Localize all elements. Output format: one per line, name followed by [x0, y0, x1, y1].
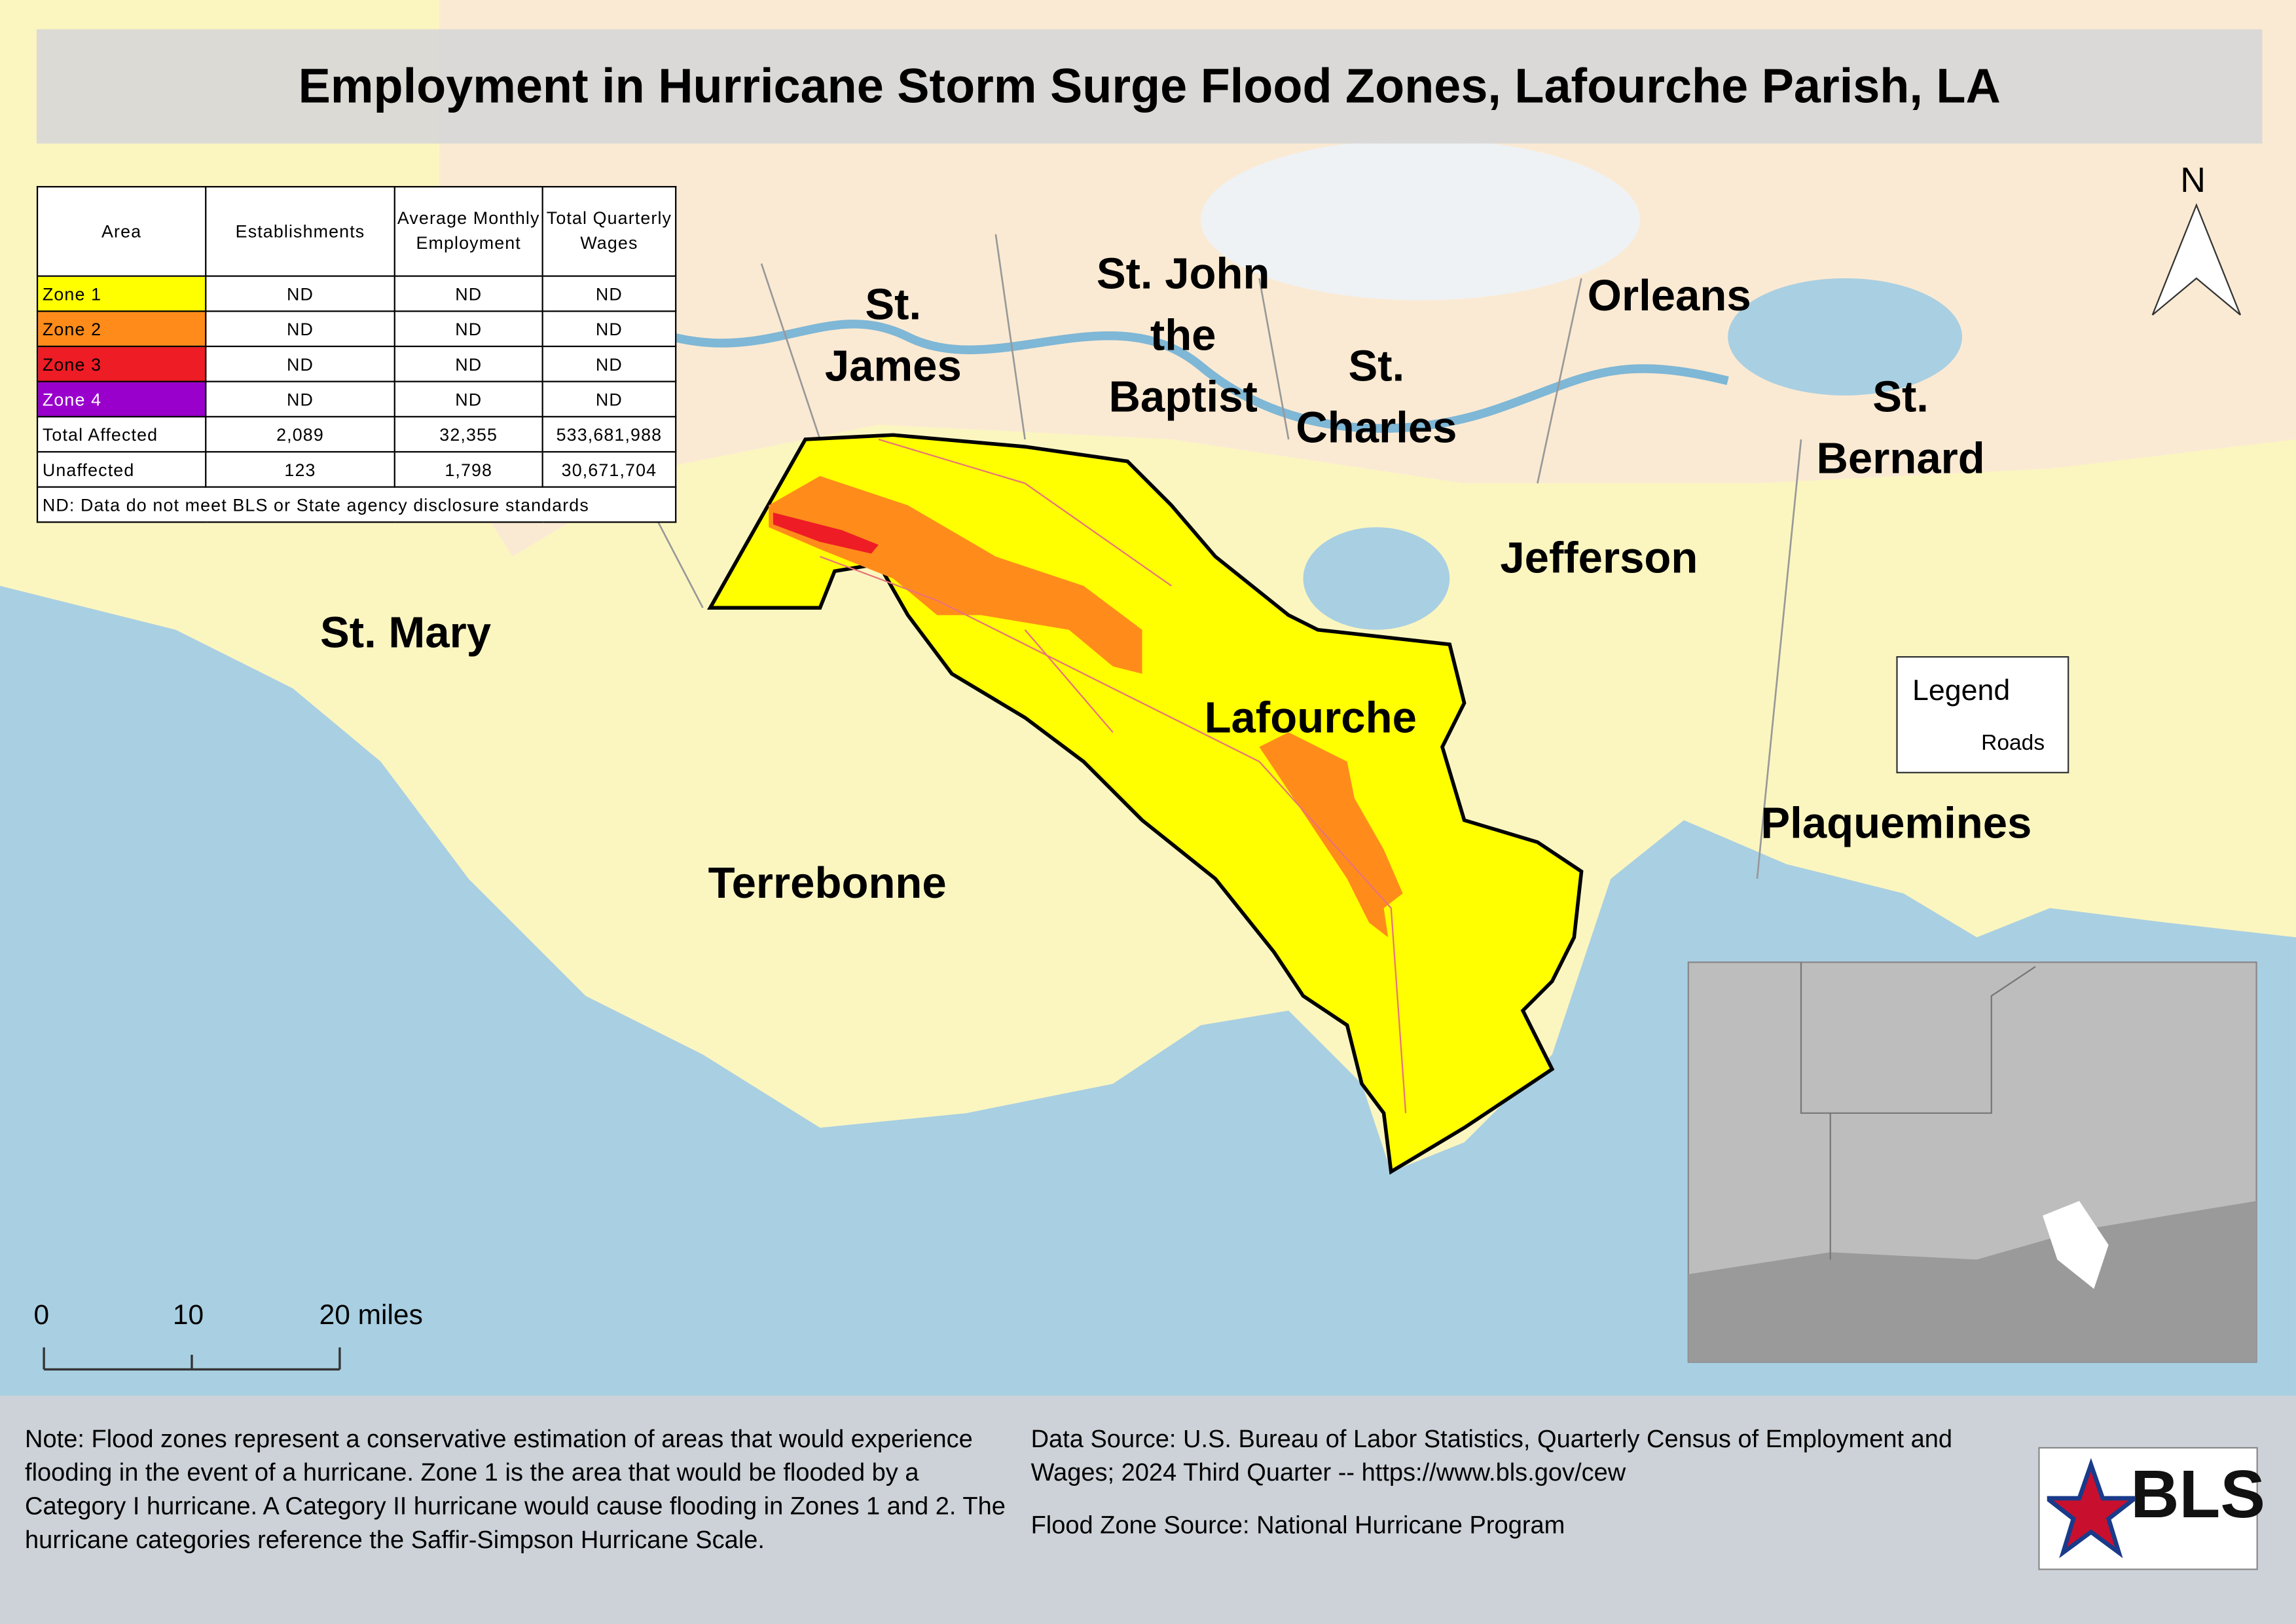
table-cell: Zone 1	[36, 275, 207, 312]
table-cell: 30,671,704	[541, 451, 677, 488]
table-cell: 123	[205, 451, 395, 488]
parish-label-line: the	[1150, 312, 1216, 361]
table-cell: Total Affected	[36, 416, 207, 453]
parish-label: St. Charles	[1296, 337, 1457, 460]
table-cell: ND	[393, 345, 543, 382]
legend-item: Roads	[1981, 731, 2045, 756]
parish-label-line: Orleans	[1587, 272, 1751, 321]
parish-label-line: St. John	[1096, 250, 1270, 299]
table-header: Total Quarterly Wages	[541, 186, 677, 277]
table-header: Establishments	[205, 186, 395, 277]
parish-label-line: Bernard	[1816, 435, 1985, 484]
parish-label-line: Jefferson	[1500, 534, 1698, 583]
table-cell: 1,798	[393, 451, 543, 488]
table-cell: ND	[541, 380, 677, 418]
parish-label-line: Terrebonne	[708, 859, 947, 908]
table-cell: ND	[393, 310, 543, 348]
note: Note: Flood zones represent a conservati…	[25, 1425, 1006, 1555]
parish-lines	[614, 234, 1802, 879]
parish-label: Jefferson	[1500, 528, 1698, 590]
lake-salvador	[1303, 527, 1450, 630]
inset-lafourche	[2043, 1201, 2109, 1289]
table-cell: ND	[205, 310, 395, 348]
parish-label: St. James	[825, 275, 962, 398]
parish-label-line: St.	[865, 281, 922, 330]
legend: Legend Roads	[1896, 655, 2069, 773]
parish-label-line: Charles	[1296, 404, 1457, 453]
roads	[820, 438, 1407, 1113]
table-cell: ND	[205, 380, 395, 418]
lafourche-zone-1	[706, 433, 1584, 1175]
north-arrow	[2151, 203, 2242, 316]
inset-gulf	[1688, 1201, 2257, 1363]
table-row: Unaffected 123 1,798 30,671,704	[36, 451, 677, 488]
table-footnote: ND: Data do not meet BLS or State agency…	[36, 486, 677, 523]
table-cell: 533,681,988	[541, 416, 677, 453]
table-cell: ND	[205, 275, 395, 312]
scale-bar	[43, 1347, 341, 1371]
parish-label: Plaquemines	[1760, 794, 2032, 855]
parish-label: Orleans	[1588, 267, 1751, 328]
lake-pontchartrain	[1201, 139, 1640, 301]
table-cell: Zone 3	[36, 345, 207, 382]
table-cell: ND	[393, 275, 543, 312]
zone-2-south	[1259, 732, 1403, 938]
zone-3	[773, 512, 879, 554]
table-row: Zone 3 ND ND ND	[36, 345, 677, 382]
zone-2-north	[769, 475, 1142, 674]
table-row: Zone 1 ND ND ND	[36, 275, 677, 312]
footer: Note: Flood zones represent a conservati…	[0, 1395, 2296, 1624]
parish-label: St. Bernard	[1816, 367, 1984, 490]
mississippi-river	[628, 318, 1729, 433]
legend-title: Legend	[1912, 675, 2011, 708]
table-cell: ND	[541, 345, 677, 382]
parish-label: St. John the Baptist	[1097, 245, 1270, 430]
scale-label: 20 miles	[319, 1301, 423, 1332]
table-footnote-row: ND: Data do not meet BLS or State agency…	[36, 486, 677, 523]
parish-label-line: Plaquemines	[1760, 800, 2032, 848]
parish-label: Terrebonne	[708, 854, 947, 915]
data-source: Data Source: U.S. Bureau of Labor Statis…	[1030, 1425, 1953, 1487]
data-table: Area Establishments Average Monthly Employ…	[36, 186, 677, 523]
map-title: Employment in Hurricane Storm Surge Floo…	[36, 29, 2263, 144]
table-cell: Zone 2	[36, 310, 207, 348]
table-cell: ND	[541, 310, 677, 348]
table-cell: ND	[393, 380, 543, 418]
parish-label-line: Lafourche	[1204, 694, 1417, 743]
parish-label-line: Baptist	[1108, 373, 1258, 422]
logo-text: BLS	[2130, 1456, 2266, 1532]
parish-label-line: St.	[1348, 342, 1405, 392]
table-cell: 2,089	[205, 416, 395, 453]
inset-state-lines	[1800, 962, 2036, 1260]
scale-label: 10	[172, 1301, 204, 1332]
parish-label: Lafourche	[1205, 688, 1417, 750]
table-cell: Zone 4	[36, 380, 207, 418]
flood-source: Flood Zone Source: National Hurricane Pr…	[1030, 1511, 1565, 1540]
table-header-row: Area Establishments Average Monthly Employ…	[36, 186, 677, 277]
table-row: Zone 2 ND ND ND	[36, 310, 677, 348]
table-header: Area	[36, 186, 207, 277]
table-cell: ND	[205, 345, 395, 382]
scale-label: 0	[33, 1301, 50, 1332]
bls-logo: BLS	[2038, 1447, 2265, 1570]
parish-label-line: St.	[1872, 373, 1929, 422]
parish-label: St. Mary	[320, 603, 491, 665]
logo-star	[2047, 1458, 2135, 1559]
table-row: Total Affected 2,089 32,355 533,681,988	[36, 416, 677, 453]
table-cell: ND	[541, 275, 677, 312]
north-label: N	[2180, 161, 2206, 201]
parish-label-line: St. Mary	[320, 609, 492, 658]
lake-borgne	[1728, 278, 1963, 396]
table-cell: 32,355	[393, 416, 543, 453]
table-header: Average Monthly Employment	[393, 186, 543, 277]
table-row: Zone 4 ND ND ND	[36, 380, 677, 418]
table-cell: Unaffected	[36, 451, 207, 488]
parish-label-line: James	[824, 342, 962, 392]
